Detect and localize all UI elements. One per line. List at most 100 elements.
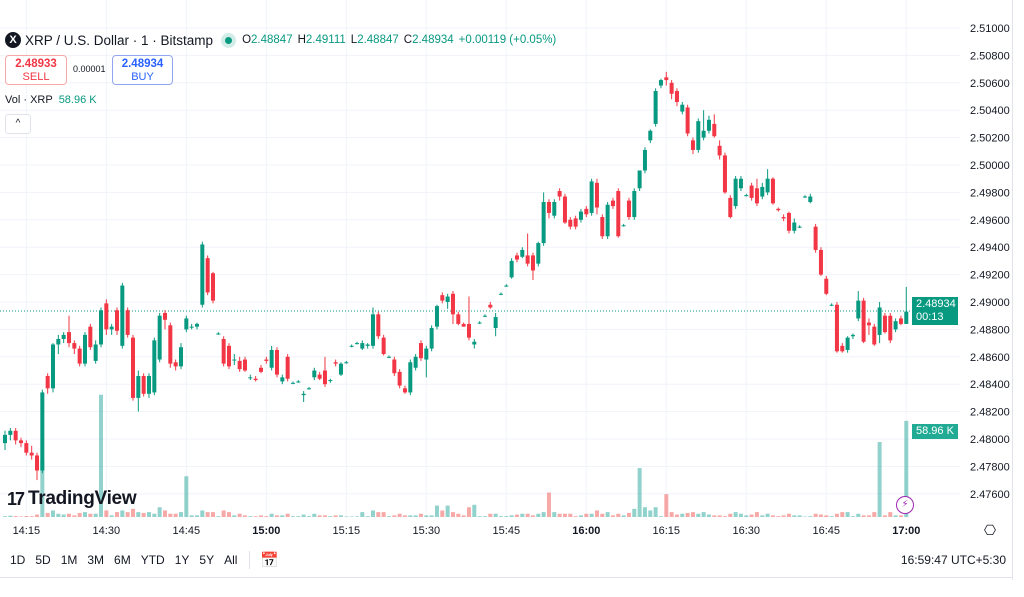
tradingview-watermark[interactable]: 17 TradingView	[7, 488, 137, 510]
timezone-clock[interactable]: 16:59:47 UTC+5:30	[900, 553, 1006, 567]
candle	[258, 365, 263, 374]
candle-body	[413, 356, 418, 368]
volume-bar	[226, 512, 231, 517]
candle	[397, 369, 402, 389]
volume-bar	[882, 515, 887, 517]
volume-bar	[514, 514, 519, 517]
candle	[621, 223, 626, 227]
volume-bar	[722, 516, 727, 517]
candle-body	[61, 334, 66, 339]
volume-bar	[664, 494, 669, 517]
candle-body	[632, 191, 637, 218]
candle	[413, 354, 418, 371]
candle	[194, 322, 199, 330]
candle-body	[98, 310, 103, 345]
lightning-icon[interactable]: ⚡	[896, 496, 914, 514]
time-tick-label: 16:45	[813, 525, 841, 537]
candle-body	[402, 388, 407, 393]
time-axis: 14:15 14:30 14:45 15:00 15:15 15:30 15:45 16:00…	[13, 525, 921, 537]
volume-bar	[685, 512, 690, 517]
volume-bar	[850, 516, 855, 517]
candle	[669, 80, 674, 100]
buy-button[interactable]: 2.48934 BUY	[112, 55, 173, 85]
volume-bar	[29, 516, 34, 517]
volume-bar	[296, 516, 301, 517]
sell-button[interactable]: 2.48933 SELL	[5, 55, 67, 85]
candle	[834, 302, 839, 353]
candle-body	[888, 315, 893, 341]
range-1m[interactable]: 1M	[60, 553, 78, 567]
volume-bars	[3, 394, 909, 517]
range-6m[interactable]: 6M	[114, 553, 131, 567]
volume-bar	[317, 515, 322, 517]
candle	[365, 343, 370, 349]
candle-body	[120, 285, 125, 346]
candle	[514, 252, 519, 263]
candle	[658, 78, 663, 89]
candle-body	[834, 304, 839, 352]
candle	[253, 375, 258, 382]
candle	[765, 169, 770, 196]
open-group: O2.48847	[242, 34, 293, 46]
go-to-date-calendar-icon[interactable]: 📅	[260, 552, 280, 569]
bottom-divider	[0, 577, 1012, 578]
sell-price: 2.48933	[15, 58, 57, 70]
settings-icon[interactable]: ⎔	[983, 522, 997, 538]
candle-body	[509, 260, 514, 278]
volume-bar	[717, 515, 722, 517]
collapse-legend-button[interactable]: ^	[5, 114, 31, 134]
candle-body	[610, 200, 615, 207]
candle-body	[136, 375, 141, 398]
volume-bar	[866, 515, 871, 517]
high-value: 2.49111	[305, 34, 346, 46]
range-5d[interactable]: 5D	[35, 553, 51, 567]
price-tick-label: 2.50400	[970, 105, 1010, 117]
candle	[349, 344, 354, 348]
candle-body	[904, 311, 909, 324]
candle	[616, 188, 621, 238]
volume-bar	[61, 514, 66, 517]
candle	[98, 307, 103, 348]
candle	[717, 140, 722, 160]
tradingview-logo-icon: 17	[7, 488, 25, 509]
volume-bar	[258, 515, 263, 517]
volume-bar	[706, 514, 711, 517]
candle-body	[104, 303, 109, 330]
volume-bar	[66, 513, 71, 517]
candle-body	[760, 186, 765, 197]
volume-bar	[125, 512, 130, 517]
range-1y[interactable]: 1Y	[174, 553, 190, 567]
candle	[477, 321, 482, 324]
time-tick-label: 15:45	[493, 525, 521, 537]
candle-body	[248, 377, 253, 379]
volume-bar	[893, 515, 898, 517]
candle-body	[573, 218, 578, 227]
candle	[882, 312, 887, 334]
candle	[610, 197, 615, 209]
candle-body	[578, 211, 583, 220]
volume-bar	[749, 514, 754, 517]
candle	[61, 332, 66, 344]
price-tick-label: 2.51000	[970, 23, 1010, 35]
symbol-title[interactable]: XRP / U.S. Dollar · 1 · Bitstamp	[25, 32, 214, 48]
candle-body	[781, 217, 786, 219]
candle	[376, 311, 381, 339]
candle	[285, 354, 290, 382]
candle-body	[872, 326, 877, 345]
volume-bar	[232, 515, 237, 517]
volume-bar	[701, 512, 706, 517]
candle-body	[770, 178, 775, 204]
candle	[8, 428, 13, 441]
range-3m[interactable]: 3M	[87, 553, 105, 567]
volume-bar	[898, 515, 903, 517]
candle-body	[797, 226, 802, 228]
candle-body	[648, 130, 653, 141]
candle-body	[280, 377, 285, 382]
candle-body	[477, 322, 482, 324]
range-all[interactable]: All	[224, 553, 238, 567]
range-ytd[interactable]: YTD	[140, 553, 165, 567]
range-1d[interactable]: 1D	[10, 553, 26, 567]
range-5y[interactable]: 5Y	[199, 553, 215, 567]
volume-bar	[434, 505, 439, 517]
